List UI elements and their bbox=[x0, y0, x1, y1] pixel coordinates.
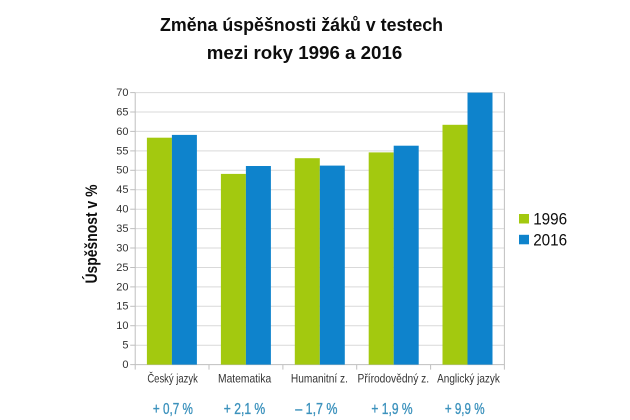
svg-text:60: 60 bbox=[116, 126, 128, 138]
svg-text:+ 0,7 %: + 0,7 % bbox=[153, 401, 193, 418]
svg-text:70: 70 bbox=[116, 87, 128, 99]
svg-text:– 1,7 %: – 1,7 % bbox=[295, 401, 337, 418]
svg-text:Humanitní z.: Humanitní z. bbox=[291, 371, 348, 385]
svg-text:Přírodovědný z.: Přírodovědný z. bbox=[358, 371, 430, 385]
svg-text:55: 55 bbox=[116, 145, 128, 157]
svg-text:Anglický jazyk: Anglický jazyk bbox=[437, 371, 500, 385]
svg-text:+ 9,9 %: + 9,9 % bbox=[445, 401, 485, 418]
svg-text:mezi roky 1996 a 2016: mezi roky 1996 a 2016 bbox=[207, 43, 403, 63]
svg-text:5: 5 bbox=[122, 340, 128, 352]
svg-text:0: 0 bbox=[122, 359, 128, 371]
svg-text:2016: 2016 bbox=[533, 232, 567, 250]
svg-text:25: 25 bbox=[116, 262, 128, 274]
svg-text:15: 15 bbox=[116, 301, 128, 313]
svg-text:1996: 1996 bbox=[533, 210, 567, 228]
svg-text:Změna úspěšnosti žáků v testec: Změna úspěšnosti žáků v testech bbox=[160, 15, 443, 35]
svg-text:20: 20 bbox=[116, 281, 128, 293]
svg-text:Úspěšnost v %: Úspěšnost v % bbox=[82, 184, 101, 283]
svg-text:Český jazyk: Český jazyk bbox=[147, 370, 198, 385]
svg-text:+ 2,1 %: + 2,1 % bbox=[224, 401, 265, 418]
svg-text:65: 65 bbox=[116, 106, 128, 118]
svg-text:35: 35 bbox=[116, 223, 128, 235]
svg-text:+ 1,9 %: + 1,9 % bbox=[371, 401, 412, 418]
svg-text:40: 40 bbox=[116, 204, 128, 216]
svg-text:50: 50 bbox=[116, 165, 128, 177]
svg-text:45: 45 bbox=[116, 184, 128, 196]
svg-text:10: 10 bbox=[116, 320, 128, 332]
svg-text:30: 30 bbox=[116, 242, 128, 254]
svg-text:Matematika: Matematika bbox=[218, 371, 271, 385]
